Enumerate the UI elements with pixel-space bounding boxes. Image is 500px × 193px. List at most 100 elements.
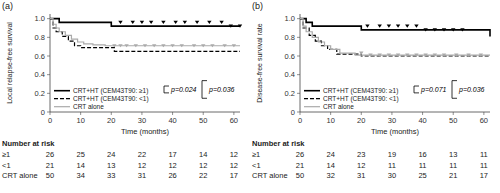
y-axis-label: Disease-free survival rate (256, 23, 263, 102)
x-axis-line (300, 112, 490, 113)
at-risk-count: 17 (168, 150, 176, 159)
at-risk-row-label: ≥1 (252, 150, 260, 159)
survival-curve (50, 19, 240, 26)
x-tick (172, 112, 173, 115)
at-risk-row-label: CRT alone (252, 171, 288, 180)
at-risk-row-label: CRT alone (2, 171, 38, 180)
censor-mark (460, 28, 464, 31)
y-tick-label: 0 (41, 108, 45, 117)
y-tick-label: 0.4 (35, 70, 45, 79)
y-tick-label: 1.0 (35, 14, 45, 23)
x-tick-label: 40 (418, 116, 426, 125)
x-tick (233, 112, 234, 115)
at-risk-count: 50 (46, 171, 54, 180)
y-tick (297, 74, 300, 75)
legend-label: CRT alone (323, 103, 354, 110)
at-risk-count: 14 (326, 161, 334, 170)
at-risk-count: 11 (388, 161, 396, 170)
legend: CRT+HT (CEM43T90: ≥1)CRT+HT (CEM43T90: <… (54, 87, 149, 110)
censor-mark (149, 21, 153, 24)
censor-mark (377, 25, 381, 28)
x-tick-label: 30 (138, 116, 146, 125)
panel: (a)010203040506000.20.40.60.81.0Time (mo… (2, 1, 242, 180)
at-risk-count: 12 (199, 161, 207, 170)
y-tick-label: 0.2 (35, 89, 45, 98)
at-risk-count: 34 (76, 171, 84, 180)
at-risk-count: 17 (230, 171, 238, 180)
censor-mark (359, 52, 363, 55)
at-risk-count: 13 (107, 161, 115, 170)
at-risk-count: 30 (388, 171, 396, 180)
at-risk-title: Number at risk (252, 139, 305, 148)
x-axis-label: Time (months) (371, 127, 420, 136)
x-tick (453, 112, 454, 115)
p-value: p=0.036 (208, 86, 235, 94)
p-bracket (414, 86, 419, 93)
censor-mark (365, 25, 369, 28)
censor-mark (433, 53, 437, 56)
at-risk-count: 12 (230, 150, 238, 159)
at-risk-count: 24 (107, 150, 115, 159)
x-tick-label: 60 (480, 116, 488, 125)
panel-title: (a) (2, 1, 13, 11)
legend-label: CRT+HT (CEM43T90: <1) (73, 95, 149, 103)
censor-mark (118, 21, 122, 24)
censor-mark (219, 21, 223, 24)
legend: CRT+HT (CEM43T90: ≥1)CRT+HT (CEM43T90: <… (304, 87, 399, 110)
censor-mark (207, 21, 211, 24)
legend-label: CRT+HT (CEM43T90: ≥1) (73, 87, 148, 95)
y-axis-line (300, 14, 301, 112)
p-bracket (164, 86, 169, 93)
y-tick (297, 112, 300, 113)
at-risk-count: 26 (168, 171, 176, 180)
x-tick-label: 20 (357, 116, 365, 125)
panel-title: (b) (252, 1, 263, 11)
censor-mark (396, 53, 400, 56)
censor-mark (140, 21, 144, 24)
at-risk-count: 16 (418, 150, 426, 159)
censor-mark (143, 44, 147, 47)
censor-mark (152, 44, 156, 47)
p-bracket (202, 81, 207, 99)
censor-mark (423, 28, 427, 31)
at-risk-count: 13 (449, 150, 457, 159)
survival-curve (50, 19, 240, 46)
at-risk-count: 11 (449, 161, 457, 170)
legend-swatch (304, 98, 320, 99)
at-risk-table: Number at risk≥126252422171412<121141312… (2, 139, 238, 180)
at-risk-count: 21 (46, 161, 54, 170)
at-risk-count: 25 (76, 150, 84, 159)
legend-swatch (304, 106, 320, 107)
at-risk-count: 11 (480, 150, 488, 159)
censor-mark (161, 44, 165, 47)
y-tick-label: 0.4 (285, 70, 295, 79)
x-tick-label: 50 (199, 116, 207, 125)
censor-mark (131, 21, 135, 24)
censor-mark (479, 53, 483, 56)
censor-mark (405, 25, 409, 28)
y-axis-line (50, 14, 51, 112)
y-tick (47, 74, 50, 75)
at-risk-count: 17 (480, 171, 488, 180)
at-risk-count: 32 (326, 171, 334, 180)
x-tick (80, 112, 81, 115)
y-tick-label: 0.6 (285, 52, 295, 61)
p-value: p=0.036 (458, 86, 485, 94)
censor-mark (414, 53, 418, 56)
x-tick-label: 60 (230, 116, 238, 125)
y-axis-label: Local relapse-free survival (6, 22, 14, 104)
y-tick-label: 0.8 (285, 33, 295, 42)
y-tick-label: 0.8 (35, 33, 45, 42)
at-risk-count: 12 (357, 161, 365, 170)
at-risk-count: 19 (388, 150, 396, 159)
at-risk-count: 21 (449, 171, 457, 180)
censor-mark (423, 53, 427, 56)
y-tick-label: 0.6 (35, 52, 45, 61)
at-risk-count: 12 (168, 161, 176, 170)
censor-mark (124, 44, 128, 47)
legend-label: CRT+HT (CEM43T90: ≥1) (323, 87, 398, 95)
at-risk-count: 25 (418, 171, 426, 180)
x-tick-label: 20 (107, 116, 115, 125)
censor-mark (442, 28, 446, 31)
y-tick (297, 18, 300, 19)
